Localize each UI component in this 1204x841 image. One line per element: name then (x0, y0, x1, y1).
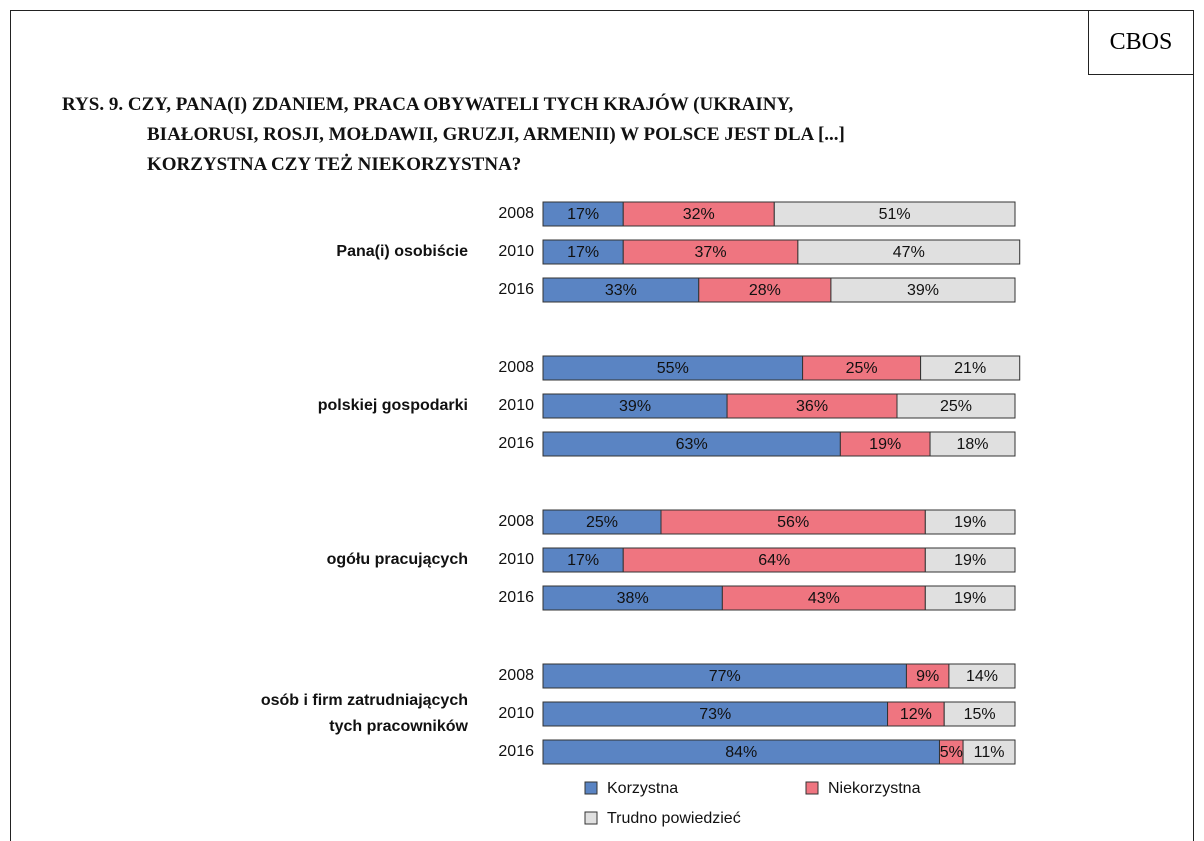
value-label: 19% (869, 436, 901, 453)
group-label: polskiej gospodarki (317, 397, 468, 414)
bar-segment (802, 355, 922, 381)
bar-segment (542, 201, 624, 227)
value-label: 73% (699, 706, 731, 723)
value-label: 47% (893, 244, 925, 261)
bar-segment (905, 663, 950, 689)
bar-segment (622, 547, 926, 573)
value-label: 55% (657, 360, 689, 377)
value-label: 37% (695, 244, 727, 261)
bar-segment (924, 585, 1016, 611)
value-label: 9% (916, 668, 939, 685)
value-label: 56% (777, 514, 809, 531)
bar-segment (622, 239, 799, 265)
value-label: 11% (974, 744, 1005, 761)
group-label: ogółu pracujących (326, 551, 468, 568)
chart-title: RYS. 9. CZY, PANA(I) ZDANIEM, PRACA OBYW… (62, 94, 845, 175)
bar-segment (924, 547, 1016, 573)
bar-segment (896, 393, 1016, 419)
group-label: osób i firm zatrudniających tych pracown… (260, 692, 468, 735)
value-label: 19% (954, 514, 986, 531)
legend-label: Niekorzystna (828, 780, 921, 797)
bar-segment (924, 509, 1016, 535)
category-label: 2010 (498, 397, 534, 414)
category-label: 2016 (498, 435, 534, 452)
group-label: Pana(i) osobiście (336, 243, 468, 260)
bar-segment (542, 431, 841, 457)
value-label: 51% (879, 206, 911, 223)
value-label: 14% (966, 668, 998, 685)
legend-swatch (584, 781, 598, 795)
value-label: 21% (954, 360, 986, 377)
value-label: 25% (846, 360, 878, 377)
bar-segment (797, 239, 1021, 265)
bar-segment (542, 239, 624, 265)
value-label: 33% (605, 282, 637, 299)
legend-swatch (805, 781, 819, 795)
category-label: 2010 (498, 705, 534, 722)
category-label: 2016 (498, 743, 534, 760)
value-label: 19% (954, 552, 986, 569)
value-label: 15% (964, 706, 996, 723)
bar-segment (920, 355, 1021, 381)
value-label: 63% (676, 436, 708, 453)
legend-label: Trudno powiedzieć (607, 810, 741, 827)
bar-segment (721, 585, 926, 611)
bar-segment (726, 393, 898, 419)
value-label: 77% (709, 668, 741, 685)
value-label: 28% (749, 282, 781, 299)
value-label: 17% (567, 206, 599, 223)
source: CBOS (1088, 10, 1193, 75)
value-label: 5% (940, 744, 963, 761)
bar-segment (622, 201, 775, 227)
category-label: 2008 (498, 205, 534, 222)
value-label: 25% (586, 514, 618, 531)
bar-segment (943, 701, 1016, 727)
category-label: 2008 (498, 513, 534, 530)
value-label: 17% (567, 552, 599, 569)
value-label: 39% (907, 282, 939, 299)
value-label: 84% (725, 744, 757, 761)
bar-segment (542, 509, 662, 535)
value-label: 18% (957, 436, 989, 453)
legend-label: Korzystna (607, 780, 678, 797)
bar-segment (542, 547, 624, 573)
value-label: 32% (683, 206, 715, 223)
value-label: 39% (619, 398, 651, 415)
bar-segment (542, 393, 728, 419)
category-label: 2010 (498, 551, 534, 568)
value-label: 19% (954, 590, 986, 607)
bar-segment (773, 201, 1016, 227)
bar-segment (542, 355, 804, 381)
legend-swatch (584, 811, 598, 825)
value-label: 43% (808, 590, 840, 607)
value-label: 38% (617, 590, 649, 607)
bar-segment (948, 663, 1016, 689)
bar-segment (542, 663, 907, 689)
category-label: 2016 (498, 589, 534, 606)
bar-segment (962, 739, 1016, 765)
value-label: 25% (940, 398, 972, 415)
category-label: 2008 (498, 667, 534, 684)
category-label: 2008 (498, 359, 534, 376)
value-label: 64% (758, 552, 790, 569)
bar-segment (542, 585, 723, 611)
bar-segment (929, 431, 1016, 457)
value-label: 17% (567, 244, 599, 261)
bar-segment (660, 509, 926, 535)
bar-segment (698, 277, 832, 303)
bar-segment (887, 701, 945, 727)
bar-segment (839, 431, 931, 457)
value-label: 12% (900, 706, 932, 723)
category-label: 2016 (498, 281, 534, 298)
value-label: 36% (796, 398, 828, 415)
category-label: 2010 (498, 243, 534, 260)
bar-segment (830, 277, 1016, 303)
